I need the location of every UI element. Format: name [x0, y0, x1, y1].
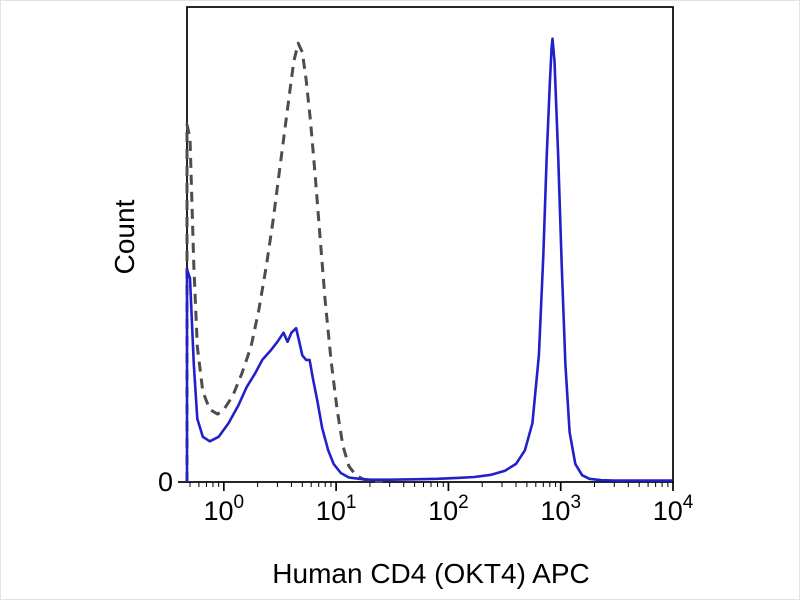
plot-frame — [186, 6, 674, 483]
x-tick-label: 102 — [428, 492, 469, 526]
series-control-dashed — [185, 41, 383, 483]
x-axis-label: Human CD4 (OKT4) APC — [272, 558, 590, 589]
x-tick-label: 100 — [204, 492, 245, 526]
series-stained-solid — [185, 37, 672, 482]
x-tick-label: 101 — [316, 492, 357, 526]
y-tick-label: 0 — [158, 467, 173, 497]
x-tick-label: 104 — [653, 492, 694, 526]
y-axis-label: Count — [109, 199, 140, 275]
x-tick-label: 103 — [540, 492, 581, 526]
